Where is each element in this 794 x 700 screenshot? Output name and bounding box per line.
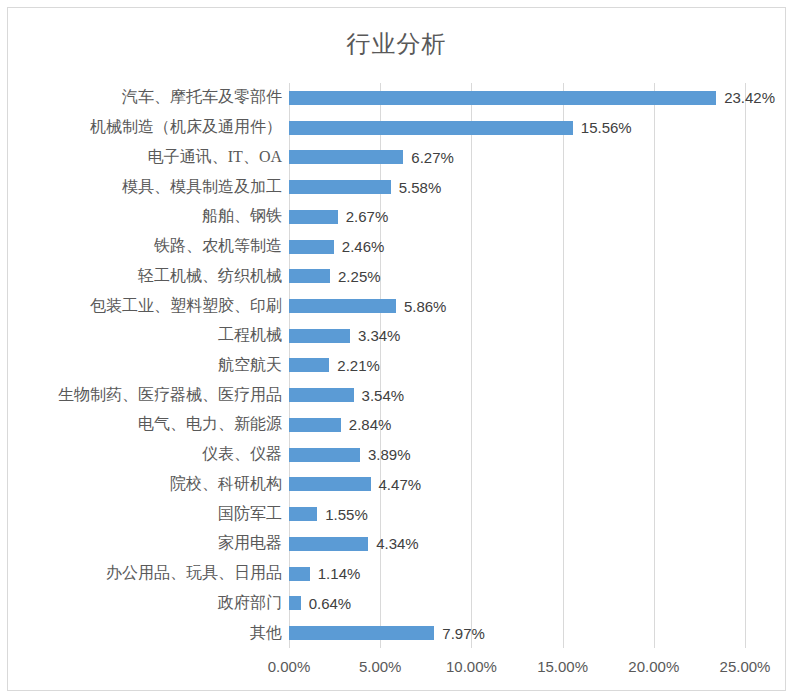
- bar-row: 1.55%: [289, 499, 745, 529]
- bar-row: 7.97%: [289, 618, 745, 648]
- bar-value-label: 3.34%: [358, 328, 401, 343]
- bar: [289, 240, 334, 254]
- bar-row: 2.46%: [289, 232, 745, 262]
- bar-rows: 23.42% 15.56% 6.27% 5.58% 2.67% 2.46% 2.25% 5.8…: [289, 83, 745, 648]
- category-label: 电子通讯、IT、OA: [8, 142, 282, 172]
- bar-value-label: 2.21%: [337, 358, 380, 373]
- category-label: 电气、电力、新能源: [8, 410, 282, 440]
- chart-title: 行业分析: [8, 28, 785, 60]
- category-label: 汽车、摩托车及零部件: [8, 83, 282, 113]
- bar-row: 4.34%: [289, 529, 745, 559]
- bar-value-label: 2.84%: [349, 417, 392, 432]
- category-label: 船舶、钢铁: [8, 202, 282, 232]
- bar-value-label: 2.67%: [346, 209, 389, 224]
- bar-row: 1.14%: [289, 559, 745, 589]
- category-label: 政府部门: [8, 588, 282, 618]
- bar-row: 15.56%: [289, 113, 745, 143]
- category-label: 家用电器: [8, 529, 282, 559]
- bar-row: 5.86%: [289, 291, 745, 321]
- bar-row: 3.54%: [289, 380, 745, 410]
- bar-value-label: 15.56%: [581, 120, 632, 135]
- bar: [289, 626, 434, 640]
- x-axis-tick-label: 20.00%: [628, 658, 679, 675]
- bar-value-label: 3.89%: [368, 447, 411, 462]
- bar-value-label: 4.34%: [376, 536, 419, 551]
- category-axis: 汽车、摩托车及零部件机械制造（机床及通用件）电子通讯、IT、OA模具、模具制造及…: [8, 83, 282, 648]
- bar: [289, 477, 371, 491]
- category-label: 其他: [8, 618, 282, 648]
- bar: [289, 299, 396, 313]
- bar-row: 2.67%: [289, 202, 745, 232]
- category-label: 机械制造（机床及通用件）: [8, 113, 282, 143]
- bar: [289, 269, 330, 283]
- category-label: 轻工机械、纺织机械: [8, 261, 282, 291]
- bar-row: 5.58%: [289, 172, 745, 202]
- category-label: 办公用品、玩具、日用品: [8, 559, 282, 589]
- bar-row: 2.25%: [289, 261, 745, 291]
- bar: [289, 150, 403, 164]
- bar: [289, 358, 329, 372]
- bar-row: 2.21%: [289, 351, 745, 381]
- bar-row: 0.64%: [289, 588, 745, 618]
- x-axis-tick-label: 0.00%: [268, 658, 311, 675]
- bar-row: 3.34%: [289, 321, 745, 351]
- x-axis-tick-label: 15.00%: [537, 658, 588, 675]
- bar-value-label: 7.97%: [442, 626, 485, 641]
- bar: [289, 121, 573, 135]
- category-label: 生物制药、医疗器械、医疗用品: [8, 380, 282, 410]
- bar-row: 23.42%: [289, 83, 745, 113]
- bar-value-label: 0.64%: [309, 596, 352, 611]
- bar: [289, 418, 341, 432]
- bar-value-label: 5.86%: [404, 299, 447, 314]
- bar: [289, 596, 301, 610]
- bar-row: 6.27%: [289, 142, 745, 172]
- x-axis-tick-label: 5.00%: [359, 658, 402, 675]
- page-background: 行业分析 汽车、摩托车及零部件机械制造（机床及通用件）电子通讯、IT、OA模具、…: [0, 0, 794, 700]
- bar-value-label: 1.14%: [318, 566, 361, 581]
- bar-row: 2.84%: [289, 410, 745, 440]
- bar: [289, 537, 368, 551]
- category-label: 航空航天: [8, 351, 282, 381]
- x-axis-tick-label: 10.00%: [446, 658, 497, 675]
- bar: [289, 567, 310, 581]
- bar: [289, 448, 360, 462]
- bar: [289, 91, 716, 105]
- category-label: 包装工业、塑料塑胶、印刷: [8, 291, 282, 321]
- bar: [289, 180, 391, 194]
- category-label: 模具、模具制造及加工: [8, 172, 282, 202]
- bar-value-label: 3.54%: [362, 388, 405, 403]
- category-label: 铁路、农机等制造: [8, 232, 282, 262]
- x-axis-tick-label: 25.00%: [720, 658, 771, 675]
- bar-value-label: 2.46%: [342, 239, 385, 254]
- bar-value-label: 23.42%: [724, 90, 775, 105]
- bar: [289, 210, 338, 224]
- bar-value-label: 5.58%: [399, 180, 442, 195]
- bar: [289, 329, 350, 343]
- bar-row: 3.89%: [289, 440, 745, 470]
- bar-value-label: 6.27%: [411, 150, 454, 165]
- bar: [289, 388, 354, 402]
- bar: [289, 507, 317, 521]
- category-label: 工程机械: [8, 321, 282, 351]
- plot-area: 23.42% 15.56% 6.27% 5.58% 2.67% 2.46% 2.25% 5.8…: [289, 83, 745, 648]
- value-axis: 0.00%5.00%10.00%15.00%20.00%25.00%: [289, 656, 745, 678]
- bar-value-label: 2.25%: [338, 269, 381, 284]
- bar-value-label: 4.47%: [379, 477, 422, 492]
- category-label: 国防军工: [8, 499, 282, 529]
- bar-value-label: 1.55%: [325, 507, 368, 522]
- bar-row: 4.47%: [289, 470, 745, 500]
- category-label: 仪表、仪器: [8, 440, 282, 470]
- chart-frame: 行业分析 汽车、摩托车及零部件机械制造（机床及通用件）电子通讯、IT、OA模具、…: [7, 7, 786, 691]
- gridline: [745, 83, 746, 648]
- category-label: 院校、科研机构: [8, 470, 282, 500]
